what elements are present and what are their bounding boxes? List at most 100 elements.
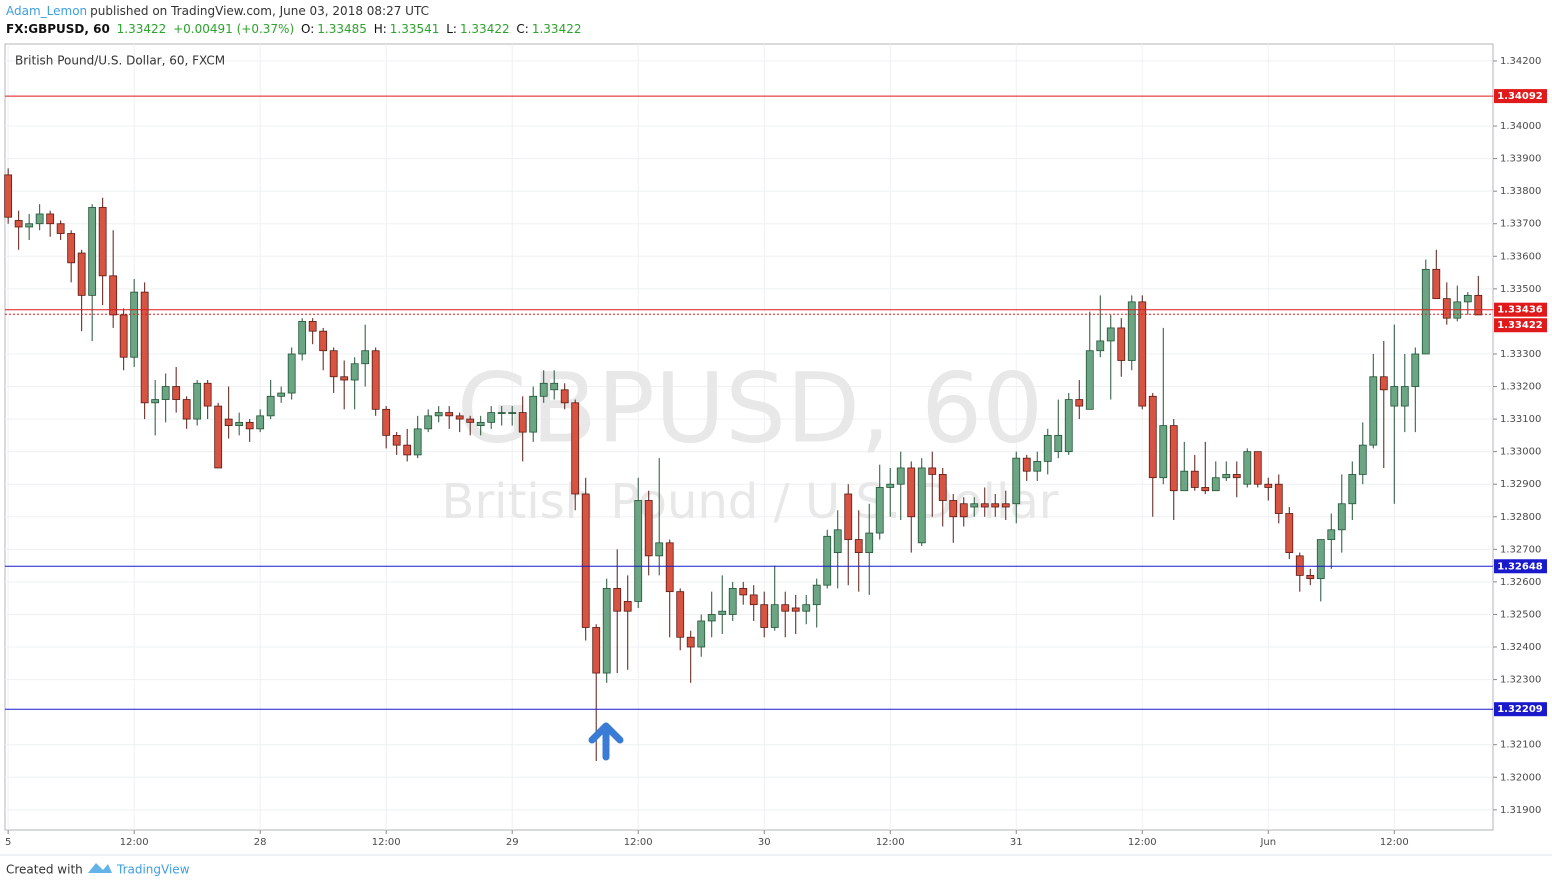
candle-body	[1169, 425, 1178, 492]
candle-body	[508, 412, 517, 414]
candle-body	[403, 444, 412, 456]
candle-body	[791, 607, 800, 612]
candle-body	[119, 314, 128, 358]
candle-body	[760, 604, 769, 628]
author[interactable]: Adam_Lemon	[6, 4, 88, 18]
candle-body	[140, 291, 149, 404]
candle-body	[98, 207, 107, 277]
candle-body	[833, 529, 842, 553]
candle-body	[550, 382, 559, 391]
candle-body	[1201, 487, 1210, 492]
candle-body	[1421, 268, 1430, 355]
candle-body	[970, 503, 979, 508]
candle-body	[371, 350, 380, 410]
y-tick-label: 1.32100	[1500, 740, 1541, 751]
candle-body	[1432, 268, 1441, 300]
candle-body	[1295, 555, 1304, 576]
level-badge	[1494, 302, 1547, 317]
l-label: L:	[446, 22, 457, 36]
candle-body	[256, 415, 265, 430]
x-tick-label: Jun	[1259, 837, 1276, 848]
candle-body	[46, 213, 55, 225]
candle-body	[424, 415, 433, 430]
candle-body	[455, 415, 464, 420]
candle-body	[1243, 451, 1252, 485]
watermark: GBPUSD, 60	[457, 352, 1043, 464]
candle-body	[413, 428, 422, 456]
y-tick-label: 1.33600	[1500, 251, 1541, 262]
y-tick-label: 1.34200	[1500, 56, 1541, 67]
candle-body	[1138, 301, 1147, 407]
y-tick-label: 1.32400	[1500, 642, 1541, 653]
o-label: O:	[300, 22, 315, 36]
candle-body	[392, 434, 401, 446]
c-label: C:	[516, 22, 529, 36]
candle-body	[25, 223, 34, 228]
candle-body	[1033, 461, 1042, 472]
y-tick-label: 1.32700	[1500, 544, 1541, 555]
candle-body	[1064, 399, 1073, 453]
candle-body	[172, 386, 181, 400]
candle-body	[77, 252, 86, 296]
candle-body	[686, 636, 695, 648]
candle-body	[193, 382, 202, 420]
candle-body	[1117, 327, 1126, 361]
candle-body	[1327, 529, 1336, 540]
candle-body	[928, 467, 937, 475]
candle-body	[1127, 301, 1136, 361]
y-tick-label: 1.33800	[1500, 186, 1541, 197]
candle-body	[739, 588, 748, 596]
candle-body	[1316, 539, 1325, 580]
candle-body	[1369, 376, 1378, 446]
y-tick-label: 1.33700	[1500, 219, 1541, 230]
candle-body	[539, 382, 548, 397]
level-badge	[1494, 89, 1547, 104]
candle-body	[1001, 503, 1010, 508]
candle-body	[602, 588, 611, 674]
y-tick-label: 1.32600	[1500, 577, 1541, 588]
x-tick-label: 31	[1010, 837, 1023, 848]
candle-body	[245, 421, 254, 430]
candle-body	[14, 220, 23, 228]
candle-body	[1096, 340, 1105, 352]
candle-body	[1306, 574, 1315, 580]
candle-body	[644, 500, 653, 557]
candle-body	[1442, 298, 1451, 319]
candle-body	[88, 207, 97, 296]
tradingview-logo	[88, 863, 112, 873]
candle-body	[581, 493, 590, 628]
candle-body	[319, 330, 328, 352]
h: 1.33541	[389, 22, 440, 36]
plot-frame	[4, 43, 1494, 831]
candle-body	[676, 591, 685, 638]
level-badge	[1494, 702, 1547, 717]
candle-body	[1379, 376, 1388, 391]
candle-body	[224, 418, 233, 427]
candle-body	[592, 627, 601, 674]
level-label: 1.34092	[1497, 91, 1543, 102]
candle-body	[875, 487, 884, 534]
footer-brand[interactable]: TradingView	[116, 863, 190, 877]
candle-body	[1390, 386, 1399, 407]
candle-body	[1148, 395, 1157, 479]
candle-body	[812, 584, 821, 606]
candle-body	[161, 386, 170, 400]
candle-body	[361, 350, 370, 365]
candle-body	[623, 601, 632, 612]
candle-body	[67, 233, 76, 264]
candle-body	[1190, 470, 1199, 488]
candle-body	[665, 542, 674, 593]
candle-body	[476, 421, 485, 427]
candle-body	[529, 395, 538, 433]
y-tick-label: 1.34000	[1500, 121, 1541, 132]
x-tick-label: 28	[254, 837, 267, 848]
level-label: 1.32209	[1497, 704, 1543, 715]
candle-body	[770, 604, 779, 628]
candle-body	[949, 500, 958, 518]
c: 1.33422	[531, 22, 582, 36]
candle-body	[991, 503, 1000, 508]
candle-body	[959, 503, 968, 518]
change: +0.00491 (+0.37%)	[173, 22, 295, 36]
candle-body	[980, 503, 989, 508]
y-tick-label: 1.31900	[1500, 805, 1541, 816]
